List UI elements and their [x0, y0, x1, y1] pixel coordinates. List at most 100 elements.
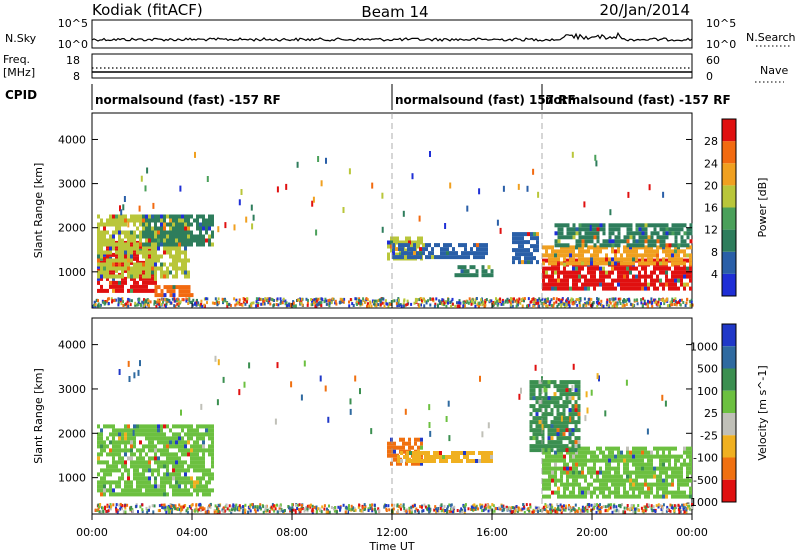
scatter-cell — [417, 510, 420, 514]
echo-cell — [560, 458, 563, 463]
scatter-cell — [252, 301, 255, 305]
echo-cell — [671, 494, 674, 499]
echo-cell — [97, 222, 100, 227]
scatter-cell — [127, 297, 130, 301]
echo-cell — [635, 239, 639, 244]
echo-cell — [245, 216, 248, 223]
echo-cell — [154, 222, 157, 227]
echo-cell — [608, 223, 612, 228]
echo-cell — [689, 239, 693, 244]
echo-cell — [617, 454, 620, 459]
scatter-cell — [311, 303, 314, 307]
echo-cell — [611, 278, 614, 283]
echo-cell — [532, 416, 536, 421]
scatter-cell — [508, 299, 510, 303]
echo-cell — [142, 456, 145, 461]
scatter-cell — [195, 503, 198, 507]
nave-label: Nave — [760, 64, 788, 77]
scatter-cell — [510, 298, 513, 302]
scatter-cell — [101, 506, 104, 510]
echo-cell — [124, 214, 127, 219]
echo-cell — [638, 474, 641, 479]
echo-cell — [463, 265, 467, 270]
echo-cell — [127, 234, 130, 239]
scatter-cell — [203, 507, 206, 511]
echo-cell — [557, 262, 560, 267]
scatter-cell — [158, 504, 161, 508]
echo-cell — [136, 218, 139, 223]
echo-cell — [166, 436, 169, 441]
echo-cell — [118, 262, 121, 267]
echo-cell — [575, 227, 579, 232]
echo-cell — [193, 460, 196, 465]
echo-cell — [518, 256, 521, 261]
echo-cell — [662, 231, 666, 236]
scatter-cell — [482, 509, 485, 512]
scatter-cell — [356, 302, 358, 306]
scatter-cell — [320, 510, 323, 514]
scatter-cell — [550, 298, 553, 302]
echo-cell — [590, 270, 593, 275]
echo-cell — [407, 243, 410, 248]
echo-cell — [671, 490, 674, 495]
echo-cell — [118, 218, 121, 223]
echo-cell — [665, 482, 668, 487]
echo-cell — [677, 270, 680, 275]
echo-cell — [559, 424, 563, 429]
echo-cell — [562, 400, 566, 405]
echo-cell — [529, 436, 533, 441]
scatter-cell — [547, 297, 549, 301]
scatter-cell — [511, 300, 514, 304]
scatter-cell — [493, 509, 496, 513]
echo-cell — [109, 424, 112, 429]
echo-cell — [638, 245, 641, 250]
echo-cell — [184, 238, 187, 243]
scatter-cell — [541, 297, 544, 301]
scatter-cell — [643, 299, 646, 303]
echo-cell — [178, 448, 181, 453]
echo-cell — [680, 478, 683, 483]
echo-cell — [532, 396, 536, 401]
scatter-cell — [386, 302, 389, 306]
scatter-cell — [499, 507, 502, 511]
scatter-cell — [273, 509, 276, 513]
echo-cell — [668, 266, 671, 271]
echo-cell — [100, 266, 103, 271]
echo-cell — [563, 245, 566, 250]
scatter-cell — [294, 510, 297, 514]
echo-cell — [410, 255, 413, 260]
echo-cell — [584, 494, 587, 499]
echo-cell — [139, 266, 142, 271]
echo-cell — [614, 239, 618, 244]
scatter-cell — [117, 303, 120, 307]
echo-cell — [196, 424, 199, 429]
echo-cell — [550, 400, 554, 405]
echo-cell — [611, 227, 615, 232]
echo-cell — [562, 432, 566, 437]
echo-cell — [476, 243, 479, 248]
echo-cell — [560, 249, 563, 254]
echo-cell — [130, 234, 133, 239]
echo-cell — [112, 488, 115, 493]
echo-cell — [635, 462, 638, 467]
echo-cell — [100, 488, 103, 493]
echo-cell — [605, 243, 609, 248]
echo-cell — [590, 454, 593, 459]
echo-cell — [674, 223, 678, 228]
scatter-cell — [632, 504, 635, 508]
echo-cell — [659, 227, 663, 232]
scatter-cell — [207, 506, 210, 510]
echo-cell — [458, 255, 461, 260]
echo-cell — [626, 261, 629, 266]
echo-cell — [554, 282, 557, 287]
scatter-cell — [396, 299, 399, 303]
scatter-cell — [203, 297, 206, 301]
echo-cell — [482, 243, 485, 248]
echo-cell — [671, 470, 674, 475]
echo-cell — [614, 446, 617, 451]
scatter-cell — [421, 298, 423, 302]
echo-cell — [662, 249, 665, 254]
echo-cell — [136, 274, 139, 279]
echo-cell — [405, 240, 408, 245]
scatter-cell — [107, 297, 109, 301]
